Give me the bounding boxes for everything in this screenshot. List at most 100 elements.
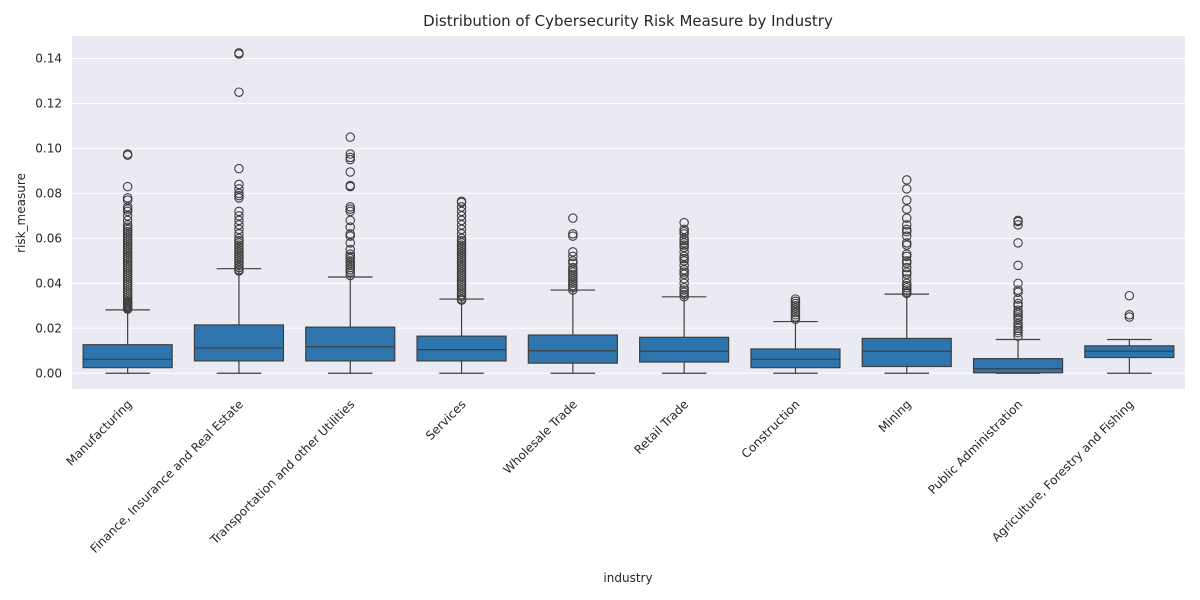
outlier-point bbox=[1013, 314, 1023, 325]
outlier-point bbox=[790, 310, 801, 320]
outlier-point bbox=[234, 249, 244, 259]
outlier-point bbox=[901, 195, 912, 205]
outlier-point bbox=[790, 307, 801, 318]
outlier-point bbox=[901, 249, 912, 259]
outlier-point bbox=[456, 289, 467, 300]
outlier-point bbox=[234, 179, 244, 190]
box-iqr bbox=[750, 348, 841, 369]
outlier-point bbox=[122, 287, 133, 298]
outlier-point bbox=[456, 206, 467, 217]
y-tick-label: 0.06 bbox=[35, 231, 62, 245]
outlier-point bbox=[456, 235, 467, 246]
outlier-point bbox=[234, 229, 244, 239]
outlier-point bbox=[122, 222, 133, 232]
outlier-point bbox=[456, 262, 467, 273]
outlier-point bbox=[568, 247, 578, 257]
outlier-point bbox=[456, 247, 467, 257]
outlier-point bbox=[1013, 319, 1023, 329]
outlier-point bbox=[1013, 215, 1023, 226]
outlier-point bbox=[901, 231, 912, 241]
outlier-point bbox=[679, 289, 689, 300]
y-axis-ticks: 0.00 0.02 0.04 0.06 0.08 0.10 0.12 0.14 bbox=[35, 51, 62, 380]
outlier-point bbox=[901, 280, 912, 291]
outlier-point bbox=[901, 262, 912, 273]
outlier-point bbox=[122, 258, 133, 268]
outlier-point bbox=[456, 256, 467, 266]
x-tick-label: Mining bbox=[876, 397, 914, 435]
outlier-point bbox=[122, 262, 133, 273]
outlier-point bbox=[234, 220, 244, 230]
outlier-point bbox=[679, 267, 689, 277]
outlier-point bbox=[790, 303, 801, 313]
outlier-point bbox=[456, 278, 467, 289]
outlier-point bbox=[568, 251, 578, 262]
outlier-point bbox=[456, 265, 467, 275]
outlier-point bbox=[679, 285, 689, 295]
outlier-point bbox=[901, 287, 912, 298]
outlier-point bbox=[122, 215, 133, 226]
outlier-point bbox=[122, 240, 133, 250]
x-tick-label: Construction bbox=[739, 397, 803, 461]
outlier-point bbox=[234, 260, 244, 271]
outlier-point bbox=[234, 215, 244, 226]
outlier-point bbox=[679, 278, 689, 289]
outlier-point bbox=[234, 224, 244, 235]
outlier-point bbox=[456, 253, 467, 264]
x-axis-title: industry bbox=[603, 571, 652, 585]
outlier-point bbox=[122, 278, 133, 289]
outlier-point bbox=[568, 274, 578, 284]
outlier-point bbox=[679, 260, 689, 271]
outlier-point bbox=[122, 235, 133, 246]
outlier-point bbox=[679, 235, 689, 246]
x-tick-label: Wholesale Trade bbox=[500, 397, 580, 477]
outlier-point bbox=[234, 190, 244, 201]
outlier-point bbox=[456, 276, 467, 286]
outlier-point bbox=[345, 180, 355, 191]
outlier-point bbox=[790, 305, 801, 316]
outlier-point bbox=[122, 224, 133, 235]
outlier-point bbox=[456, 215, 467, 226]
outlier-point bbox=[679, 242, 689, 253]
outlier-point bbox=[456, 287, 467, 298]
outlier-point bbox=[679, 247, 689, 257]
outlier-point bbox=[679, 251, 689, 262]
outlier-point bbox=[234, 48, 244, 58]
outlier-point bbox=[901, 184, 912, 194]
outlier-point bbox=[234, 251, 244, 262]
box-iqr bbox=[639, 336, 730, 363]
outlier-point bbox=[122, 285, 133, 295]
outlier-point bbox=[345, 229, 355, 239]
outlier-point bbox=[234, 184, 244, 194]
outlier-point bbox=[456, 274, 467, 284]
outlier-point bbox=[901, 240, 912, 250]
outlier-point bbox=[679, 217, 689, 228]
outlier-point bbox=[1124, 312, 1135, 322]
outlier-point bbox=[1013, 298, 1023, 309]
outlier-point bbox=[568, 229, 578, 239]
outlier-point bbox=[456, 258, 467, 268]
outlier-point bbox=[1013, 278, 1023, 289]
outlier-point bbox=[679, 226, 689, 237]
outlier-point bbox=[679, 229, 689, 239]
box-4 bbox=[527, 213, 618, 374]
y-tick-label: 0.02 bbox=[35, 321, 62, 335]
outlier-point bbox=[122, 249, 133, 259]
outlier-point bbox=[901, 283, 912, 293]
outlier-point bbox=[456, 249, 467, 259]
outlier-point bbox=[568, 276, 578, 286]
outlier-point bbox=[122, 271, 133, 282]
box-9 bbox=[1084, 290, 1175, 374]
outlier-point bbox=[345, 215, 355, 226]
outlier-point bbox=[790, 312, 801, 322]
outlier-point bbox=[122, 294, 133, 304]
box-0 bbox=[82, 149, 173, 374]
outlier-point bbox=[345, 260, 355, 271]
box-1 bbox=[193, 48, 285, 374]
outlier-point bbox=[122, 265, 133, 275]
outlier-point bbox=[568, 271, 578, 282]
outlier-point bbox=[456, 283, 467, 293]
outlier-point bbox=[1013, 301, 1023, 311]
outlier-point bbox=[345, 149, 355, 159]
